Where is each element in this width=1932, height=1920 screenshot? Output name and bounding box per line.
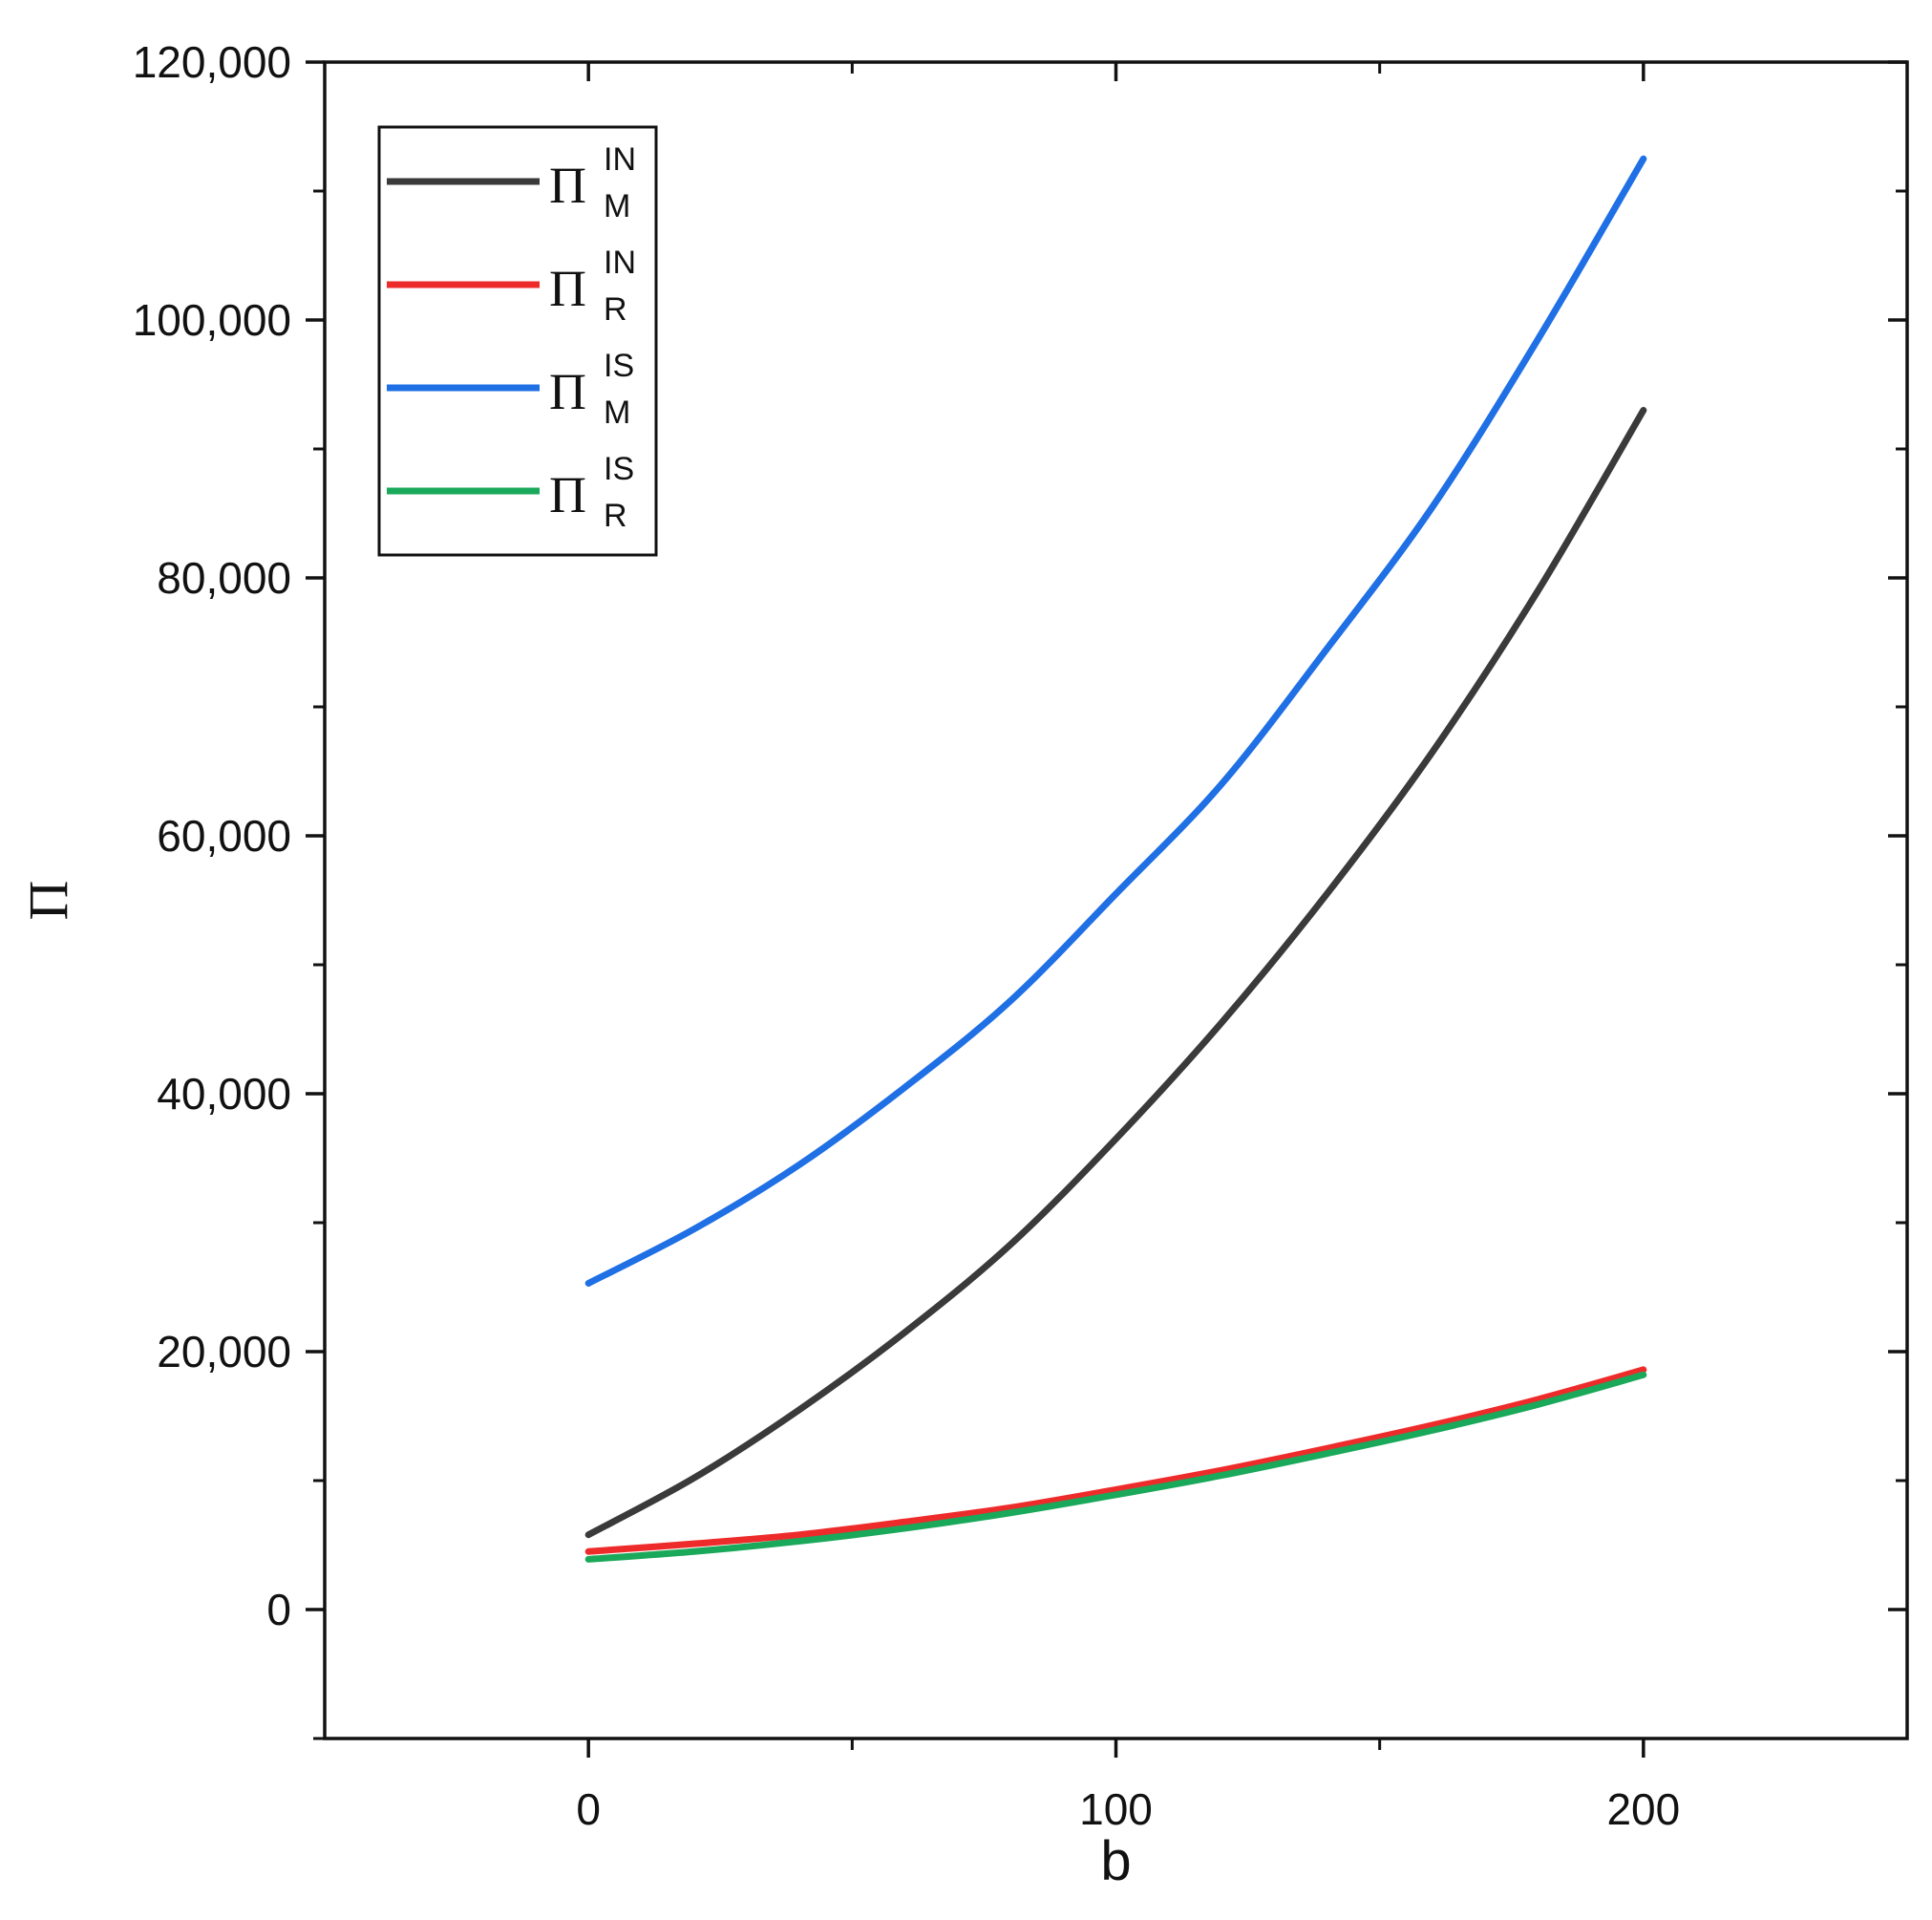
- y-tick-label: 20,000: [157, 1327, 291, 1376]
- legend-entry: Π IS M: [387, 348, 634, 431]
- legend-symbol: Π: [549, 363, 586, 420]
- legend-symbol: Π: [549, 260, 586, 317]
- x-tick-label: 0: [576, 1784, 601, 1834]
- y-tick-label: 100,000: [133, 295, 291, 345]
- legend-subscript: M: [604, 395, 630, 431]
- x-tick-label: 200: [1606, 1784, 1680, 1834]
- plot-frame: [323, 60, 1909, 1740]
- series-layer: [584, 155, 1647, 1563]
- legend-box: [377, 125, 658, 557]
- series-line-in-r: [584, 1366, 1647, 1555]
- y-tick-label: 0: [266, 1585, 291, 1634]
- legend-symbol: Π: [549, 466, 586, 523]
- legend-entry: Π IS R: [387, 451, 634, 534]
- legend-superscript: IN: [604, 245, 636, 281]
- series-line-in-m: [584, 407, 1647, 1539]
- x-tick-label: 100: [1079, 1784, 1153, 1834]
- series-line-is-r: [584, 1371, 1647, 1563]
- series-line-is-m: [584, 155, 1647, 1287]
- y-axis-title: Π: [17, 881, 79, 921]
- legend-entry: Π IN R: [387, 245, 636, 328]
- x-axis-title: b: [1100, 1830, 1131, 1892]
- y-tick-label: 120,000: [133, 37, 291, 87]
- legend-entry: Π IN M: [387, 141, 636, 224]
- legend-superscript: IN: [604, 141, 636, 178]
- y-tick-label: 40,000: [157, 1069, 291, 1119]
- y-tick-label: 80,000: [157, 553, 291, 603]
- legend-subscript: R: [604, 498, 627, 534]
- y-tick-label: 60,000: [157, 811, 291, 861]
- ticks-layer: 0 100 200 0 20,000 40,000 60,000 80,000 100,000 1…: [133, 37, 1907, 1834]
- legend-superscript: IS: [604, 451, 634, 487]
- legend-superscript: IS: [604, 348, 634, 384]
- legend-symbol: Π: [549, 157, 586, 214]
- legend-subscript: M: [604, 188, 630, 224]
- legend-subscript: R: [604, 291, 627, 328]
